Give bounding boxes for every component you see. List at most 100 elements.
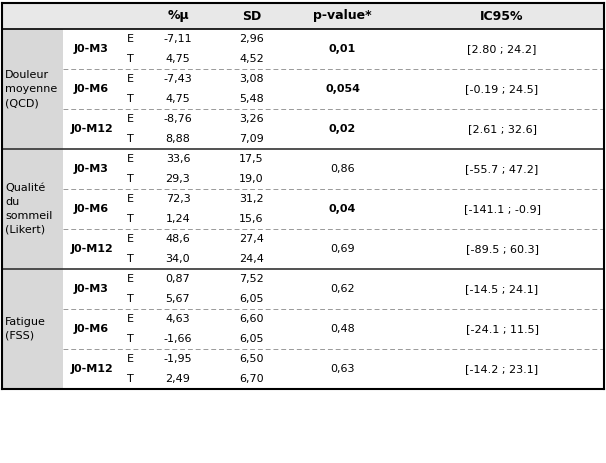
Text: T: T: [127, 54, 134, 64]
Bar: [63, 29, 604, 69]
Text: 0,01: 0,01: [329, 44, 356, 54]
Text: [-24.1 ; 11.5]: [-24.1 ; 11.5]: [465, 324, 539, 334]
Bar: [63, 229, 604, 269]
Text: T: T: [127, 374, 134, 384]
Text: J0-M12: J0-M12: [70, 124, 113, 134]
Text: 0,69: 0,69: [330, 244, 355, 254]
Text: J0-M6: J0-M6: [74, 84, 109, 94]
Text: 6,70: 6,70: [239, 374, 264, 384]
Text: J0-M12: J0-M12: [70, 364, 113, 374]
Text: J0-M12: J0-M12: [70, 244, 113, 254]
Text: -8,76: -8,76: [164, 114, 192, 124]
Text: 29,3: 29,3: [165, 174, 190, 184]
Text: J0-M3: J0-M3: [74, 284, 109, 294]
Text: [2.80 ; 24.2]: [2.80 ; 24.2]: [467, 44, 537, 54]
Text: T: T: [127, 214, 134, 224]
Text: -1,95: -1,95: [164, 354, 192, 364]
Text: E: E: [127, 34, 134, 44]
Text: E: E: [127, 114, 134, 124]
Text: 19,0: 19,0: [239, 174, 264, 184]
Text: 5,67: 5,67: [165, 294, 190, 304]
Text: J0-M3: J0-M3: [74, 164, 109, 174]
Text: -1,66: -1,66: [164, 334, 192, 344]
Text: [-89.5 ; 60.3]: [-89.5 ; 60.3]: [465, 244, 539, 254]
Bar: [63, 109, 604, 149]
Text: 0,63: 0,63: [330, 364, 355, 374]
Text: T: T: [127, 334, 134, 344]
Text: T: T: [127, 254, 134, 264]
Bar: [63, 189, 604, 229]
Bar: [63, 349, 604, 389]
Text: E: E: [127, 154, 134, 164]
Text: 3,26: 3,26: [239, 114, 264, 124]
Bar: [63, 309, 604, 349]
Text: 0,48: 0,48: [330, 324, 355, 334]
Bar: [63, 69, 604, 109]
Text: 31,2: 31,2: [239, 194, 264, 204]
Text: 4,75: 4,75: [165, 54, 190, 64]
Bar: [2, 29, 63, 149]
Bar: [63, 269, 604, 309]
Text: E: E: [127, 194, 134, 204]
Bar: [63, 149, 604, 189]
Text: 0,054: 0,054: [325, 84, 360, 94]
Text: 2,49: 2,49: [165, 374, 190, 384]
Text: 0,86: 0,86: [330, 164, 355, 174]
Text: 72,3: 72,3: [165, 194, 190, 204]
Text: p-value*: p-value*: [313, 10, 372, 23]
Text: E: E: [127, 274, 134, 284]
Text: 15,6: 15,6: [239, 214, 264, 224]
Text: 33,6: 33,6: [166, 154, 190, 164]
Text: 6,05: 6,05: [239, 334, 264, 344]
Text: 6,60: 6,60: [239, 314, 264, 324]
Text: [-14.5 ; 24.1]: [-14.5 ; 24.1]: [465, 284, 539, 294]
Text: [-55.7 ; 47.2]: [-55.7 ; 47.2]: [465, 164, 539, 174]
Text: T: T: [127, 174, 134, 184]
Text: 6,05: 6,05: [239, 294, 264, 304]
Text: 2,96: 2,96: [239, 34, 264, 44]
Text: E: E: [127, 234, 134, 244]
Text: [-0.19 ; 24.5]: [-0.19 ; 24.5]: [465, 84, 539, 94]
Text: T: T: [127, 294, 134, 304]
Text: 5,48: 5,48: [239, 94, 264, 104]
Text: 3,08: 3,08: [239, 74, 264, 84]
Text: 0,04: 0,04: [329, 204, 356, 214]
Text: SD: SD: [242, 10, 261, 23]
Text: 6,50: 6,50: [239, 354, 264, 364]
Text: J0-M6: J0-M6: [74, 324, 109, 334]
Text: -7,43: -7,43: [164, 74, 192, 84]
Text: 8,88: 8,88: [165, 134, 190, 144]
Text: 0,87: 0,87: [165, 274, 190, 284]
Text: J0-M6: J0-M6: [74, 204, 109, 214]
Text: %μ: %μ: [167, 10, 189, 23]
Text: 17,5: 17,5: [239, 154, 264, 164]
Text: 4,75: 4,75: [165, 94, 190, 104]
Text: E: E: [127, 354, 134, 364]
Text: 0,02: 0,02: [329, 124, 356, 134]
Bar: [63, 3, 604, 29]
Text: 7,09: 7,09: [239, 134, 264, 144]
Text: [-14.2 ; 23.1]: [-14.2 ; 23.1]: [465, 364, 539, 374]
Text: 0,62: 0,62: [330, 284, 355, 294]
Text: 4,63: 4,63: [165, 314, 190, 324]
Text: 24,4: 24,4: [239, 254, 264, 264]
Text: 27,4: 27,4: [239, 234, 264, 244]
Text: E: E: [127, 314, 134, 324]
Text: Douleur
moyenne
(QCD): Douleur moyenne (QCD): [5, 70, 57, 108]
Text: 1,24: 1,24: [165, 214, 190, 224]
Text: IC95%: IC95%: [480, 10, 524, 23]
Text: [2.61 ; 32.6]: [2.61 ; 32.6]: [467, 124, 536, 134]
Text: T: T: [127, 134, 134, 144]
Bar: [2, 269, 63, 389]
Text: T: T: [127, 94, 134, 104]
Text: E: E: [127, 74, 134, 84]
Text: J0-M3: J0-M3: [74, 44, 109, 54]
Text: [-141.1 ; -0.9]: [-141.1 ; -0.9]: [464, 204, 541, 214]
Text: 48,6: 48,6: [165, 234, 190, 244]
Text: Qualité
du
sommeil
(Likert): Qualité du sommeil (Likert): [5, 183, 52, 235]
Bar: [2, 3, 63, 29]
Bar: [2, 149, 63, 269]
Text: Fatigue
(FSS): Fatigue (FSS): [5, 317, 46, 341]
Text: 4,52: 4,52: [239, 54, 264, 64]
Text: -7,11: -7,11: [164, 34, 192, 44]
